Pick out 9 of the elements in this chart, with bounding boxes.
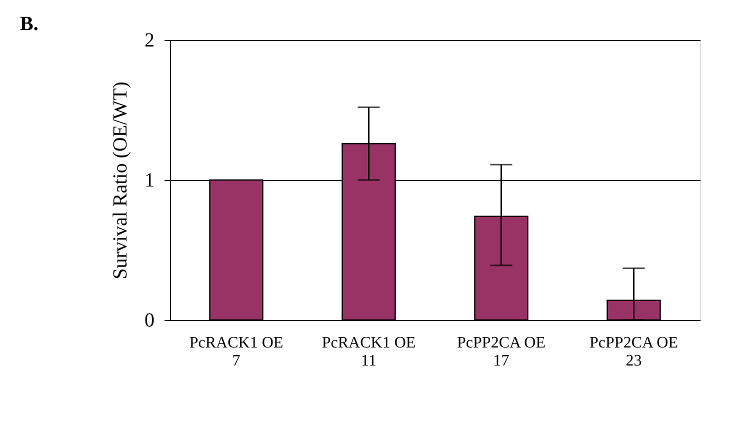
x-tick-label: PcPP2CA OE 17 xyxy=(457,334,546,370)
x-tick-label: PcRACK1 OE 11 xyxy=(322,334,416,370)
y-tick-label: 1 xyxy=(144,170,154,192)
chart-title: B. xyxy=(20,13,38,35)
y-tick-label: 0 xyxy=(144,310,154,332)
y-axis-title: Survival Ratio (OE/WT) xyxy=(110,82,132,280)
x-tick-label: PcPP2CA OE 23 xyxy=(590,334,678,370)
y-tick-label: 2 xyxy=(144,30,154,52)
x-tick-label: PcRACK1 OE 7 xyxy=(189,334,284,370)
